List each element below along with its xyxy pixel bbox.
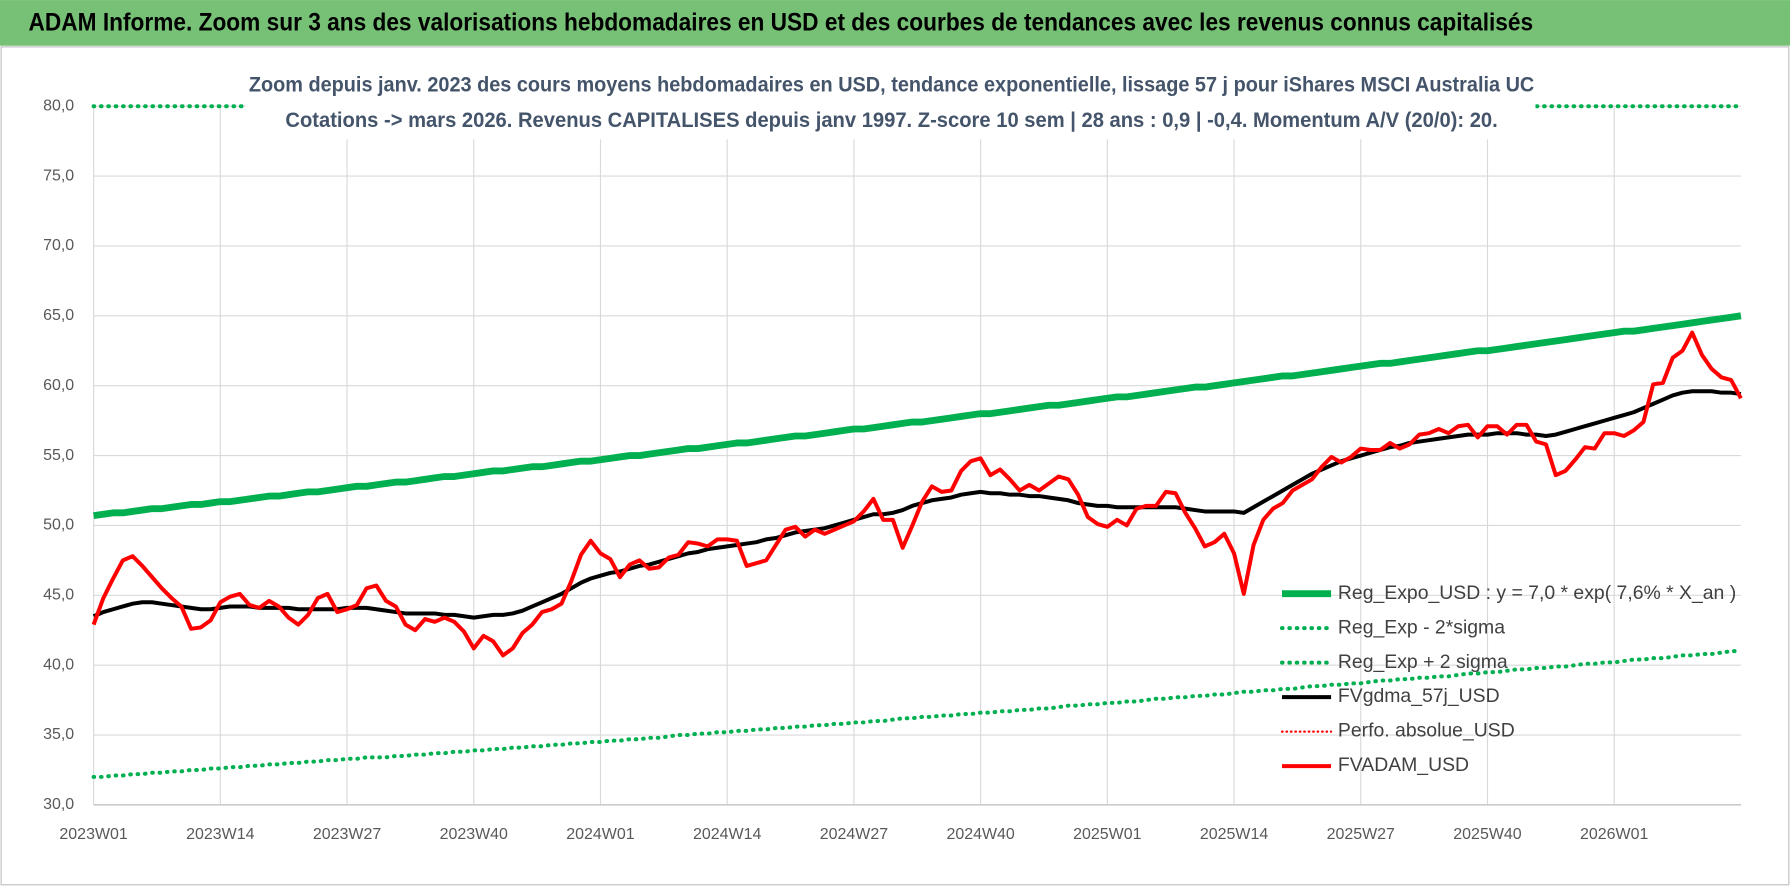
- y-tick-label: 75,0: [43, 167, 74, 184]
- x-tick-label: 2026W01: [1580, 826, 1648, 843]
- y-tick-label: 30,0: [43, 796, 74, 813]
- legend-label: FVgdma_57j_USD: [1338, 685, 1500, 707]
- y-tick-label: 45,0: [43, 587, 74, 604]
- x-tick-label: 2023W27: [313, 826, 381, 843]
- x-tick-label: 2025W01: [1073, 826, 1141, 843]
- y-tick-label: 65,0: [43, 307, 74, 324]
- y-tick-label: 40,0: [43, 656, 74, 673]
- y-tick-label: 35,0: [43, 726, 74, 743]
- x-tick-label: 2025W40: [1453, 826, 1521, 843]
- y-tick-label: 55,0: [43, 447, 74, 464]
- chart-frame: [0, 46, 1790, 886]
- y-tick-label: 60,0: [43, 377, 74, 394]
- x-tick-label: 2025W27: [1327, 826, 1395, 843]
- subtitle-line: Zoom depuis janv. 2023 des cours moyens …: [249, 71, 1535, 96]
- x-tick-label: 2023W40: [440, 826, 508, 843]
- legend-label: Perfo. absolue_USD: [1338, 720, 1515, 742]
- legend: Reg_Expo_USD : y = 7,0 * exp( 7,6% * X_a…: [1279, 582, 1736, 776]
- y-tick-label: 80,0: [43, 97, 74, 114]
- x-tick-label: 2024W14: [693, 826, 761, 843]
- x-tick-label: 2024W27: [820, 826, 888, 843]
- y-tick-label: 50,0: [43, 517, 74, 534]
- x-tick-label: 2025W14: [1200, 826, 1268, 843]
- legend-label: FVADAM_USD: [1338, 754, 1469, 776]
- header-band: [0, 0, 1790, 46]
- legend-label: Reg_Expo_USD : y = 7,0 * exp( 7,6% * X_a…: [1338, 582, 1736, 604]
- series-line: [93, 312, 1742, 520]
- x-tick-label: 2023W14: [186, 826, 254, 843]
- y-tick-label: 70,0: [43, 237, 74, 254]
- series-line: [92, 389, 1742, 620]
- x-tick-label: 2024W01: [566, 826, 634, 843]
- series-line: [91, 330, 1743, 658]
- legend-label: Reg_Exp - 2*sigma: [1338, 616, 1505, 638]
- x-tick-label: 2024W40: [946, 826, 1014, 843]
- chart-title: ADAM Informe. Zoom sur 3 ans des valoris…: [29, 9, 1534, 37]
- subtitle-line: Cotations -> mars 2026. Revenus CAPITALI…: [285, 107, 1497, 132]
- x-tick-label: 2023W01: [59, 826, 127, 843]
- legend-label: Reg_Exp + 2 sigma: [1338, 651, 1508, 673]
- subtitle-box: [245, 68, 1536, 140]
